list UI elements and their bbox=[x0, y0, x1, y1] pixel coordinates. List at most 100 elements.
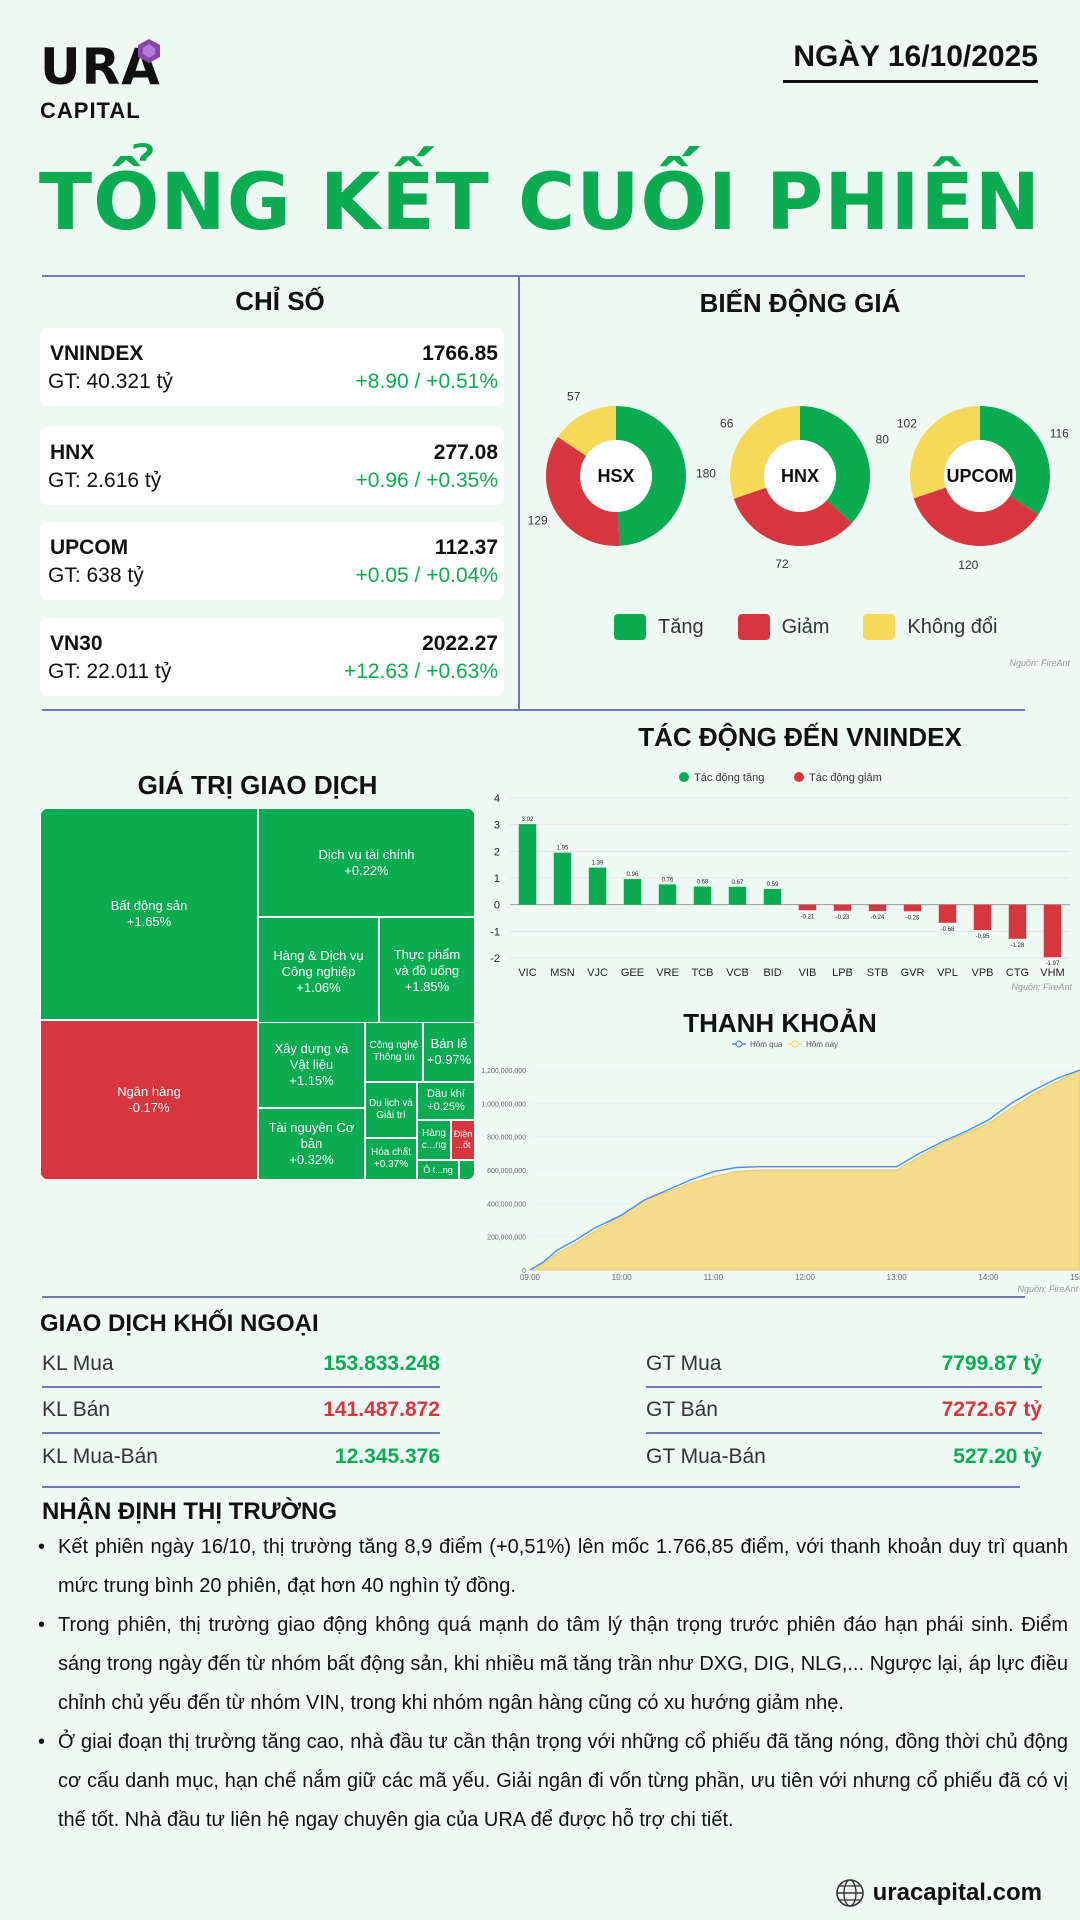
bar-vib bbox=[798, 904, 817, 911]
index-card-upcom: UPCOM GT: 638 tỷ 112.37 +0.05 / +0.04% bbox=[40, 522, 504, 600]
footer-link[interactable]: uracapital.com bbox=[835, 1878, 1042, 1908]
index-value: 112.37 bbox=[434, 536, 498, 559]
y-tick-label: 1,000,000,000 bbox=[481, 1101, 526, 1108]
donut-value-label: 180 bbox=[696, 467, 716, 481]
legend-marker bbox=[679, 772, 689, 782]
treemap-cell-ban-le: Bán lẻ +0.97% bbox=[423, 1022, 475, 1082]
treemap-cell-bat-dong-san: Bất động sản +1.65% bbox=[40, 808, 258, 1020]
analysis-title: NHẬN ĐỊNH THỊ TRƯỜNG bbox=[42, 1498, 338, 1525]
donut-slice bbox=[616, 406, 686, 546]
treemap-cell-hang-ca-nhan: Hàng c...ng bbox=[417, 1120, 451, 1160]
row-label: KL Mua bbox=[42, 1352, 114, 1375]
legend-label: Giảm bbox=[781, 615, 830, 638]
index-name: VNINDEX bbox=[50, 342, 144, 365]
donut-slice bbox=[733, 487, 852, 546]
y-tick-label: 800,000,000 bbox=[487, 1135, 526, 1142]
row-label: GT Mua-Bán bbox=[646, 1445, 766, 1468]
x-tick-label: 12:00 bbox=[795, 1273, 816, 1282]
index-card-vn30: VN30 GT: 22.011 tỷ 2022.27 +12.63 / +0.6… bbox=[40, 618, 504, 696]
row-value: 141.487.872 bbox=[323, 1398, 440, 1421]
source-label: Nguồn: FireAnt bbox=[1009, 658, 1070, 668]
index-name: UPCOM bbox=[50, 536, 129, 559]
source-label: Nguồn: FireAnt bbox=[1011, 982, 1072, 992]
y-tick-label: -2 bbox=[490, 953, 500, 965]
area-series-today bbox=[529, 1069, 1080, 1271]
line-series-yesterday bbox=[529, 1069, 1080, 1271]
donut-upcom: 116 120 102 UPCOM bbox=[897, 406, 1069, 572]
x-tick-label: VCB bbox=[726, 967, 749, 979]
donut-slice bbox=[910, 406, 980, 499]
donut-value-label: 57 bbox=[567, 390, 581, 404]
analysis-bullet: Kết phiên ngày 16/10, thị trường tăng 8,… bbox=[38, 1528, 1068, 1606]
impact-bar-chart: Tác động tăng Tác động giảm 4 3 2 1 0 -1 -2 3.02 V… bbox=[490, 772, 1072, 992]
x-tick-label: MSN bbox=[550, 967, 575, 979]
legend-label: Không đổi bbox=[907, 615, 998, 638]
treemap-cell-o-to: Ô t...ng bbox=[417, 1160, 459, 1180]
treemap-cell-xay-dung: Xây dựng và Vật liệu +1.15% bbox=[258, 1022, 365, 1108]
y-tick-label: -1 bbox=[490, 926, 500, 938]
foreign-row-kl-ban: KL Bán 141.487.872 bbox=[42, 1388, 440, 1434]
donut-hole bbox=[764, 440, 836, 512]
donut-hole bbox=[944, 440, 1016, 512]
index-value: 2022.27 bbox=[422, 632, 498, 655]
index-name: HNX bbox=[50, 441, 95, 464]
index-name: VN30 bbox=[50, 632, 103, 655]
bar-data-label: -0.25 bbox=[906, 915, 920, 921]
foreign-row-gt-ban: GT Bán 7272.67 tỷ bbox=[646, 1388, 1042, 1434]
legend-label: Tác động giảm bbox=[809, 772, 882, 784]
logo-subtext: CAPITAL bbox=[40, 98, 141, 123]
foreign-row-gt-mua: GT Mua 7799.87 tỷ bbox=[646, 1342, 1042, 1388]
row-label: GT Bán bbox=[646, 1398, 718, 1421]
bar-data-label: -0.68 bbox=[941, 927, 955, 933]
x-tick-label: GEE bbox=[621, 967, 644, 979]
analysis-list: Kết phiên ngày 16/10, thị trường tăng 8,… bbox=[38, 1528, 1068, 1840]
bar-msn bbox=[553, 852, 572, 905]
bar-vpl bbox=[938, 904, 957, 923]
treemap-cell-du-lich: Du lịch và Giải trí bbox=[365, 1082, 417, 1138]
donut-slice bbox=[730, 406, 800, 499]
date-underline bbox=[783, 80, 1038, 83]
index-trading-value: GT: 2.616 tỷ bbox=[48, 469, 162, 492]
bar-gee bbox=[623, 879, 642, 905]
legend-label: Hôm nay bbox=[806, 1040, 838, 1049]
index-value: 1766.85 bbox=[422, 342, 498, 365]
index-trading-value: GT: 638 tỷ bbox=[48, 564, 144, 587]
bar-vpb bbox=[973, 904, 992, 930]
index-trading-value: GT: 40.321 tỷ bbox=[48, 370, 173, 393]
bar-data-label: 0.67 bbox=[732, 880, 744, 886]
donut-hole bbox=[580, 440, 652, 512]
x-tick-label: VIB bbox=[799, 967, 817, 979]
y-tick-label: 600,000,000 bbox=[487, 1168, 526, 1175]
donut-slice bbox=[557, 406, 616, 456]
donut-value-label: 72 bbox=[775, 557, 789, 571]
x-tick-label: 09:00 bbox=[520, 1273, 541, 1282]
treemap-cell-dich-vu-tai-chinh: Dịch vụ tài chính +0.22% bbox=[258, 808, 475, 917]
treemap-cell-thuc-pham: Thực phẩm và đồ uống +1.85% bbox=[379, 917, 475, 1024]
x-tick-label: VPL bbox=[937, 967, 958, 979]
donut-value-label: 120 bbox=[958, 558, 978, 572]
treemap-cell-dau-khi: Dầu khí +0.25% bbox=[417, 1082, 475, 1120]
bar-data-label: 0.96 bbox=[627, 872, 639, 878]
source-label: Nguồn: FireAnt bbox=[1017, 1284, 1078, 1294]
row-value: 153.833.248 bbox=[323, 1352, 440, 1375]
legend-down: Giảm bbox=[737, 614, 830, 640]
treemap-cell-ngan-hang: Ngân hàng -0.17% bbox=[40, 1020, 258, 1180]
bar-lpb bbox=[833, 904, 852, 911]
legend-swatch bbox=[863, 614, 896, 640]
bar-data-label: -1.97 bbox=[1046, 961, 1060, 967]
treemap-cell-tai-nguyen: Tài nguyên Cơ bản +0.32% bbox=[258, 1108, 365, 1180]
bar-data-label: -1.28 bbox=[1011, 943, 1025, 949]
row-label: GT Mua bbox=[646, 1352, 722, 1375]
bar-data-label: 0.76 bbox=[662, 877, 674, 883]
x-tick-label: VIC bbox=[518, 967, 536, 979]
index-change: +0.96 / +0.35% bbox=[355, 469, 498, 492]
analysis-bullet: Trong phiên, thị trường giao động không … bbox=[38, 1606, 1068, 1723]
donut-center-label: HNX bbox=[781, 466, 819, 486]
donut-value-label: 66 bbox=[720, 417, 734, 431]
indices-title: CHỈ SỐ bbox=[235, 286, 325, 316]
footer-site: uracapital.com bbox=[872, 1879, 1042, 1906]
price-movement-donuts: 180 129 57 HSX 80 72 66 HNX 116 120 102 UPCOM bbox=[528, 390, 1070, 573]
index-change: +0.05 / +0.04% bbox=[355, 564, 498, 587]
liquidity-chart-title: THANH KHOẢN bbox=[683, 1008, 877, 1038]
bar-gvr bbox=[903, 904, 922, 912]
